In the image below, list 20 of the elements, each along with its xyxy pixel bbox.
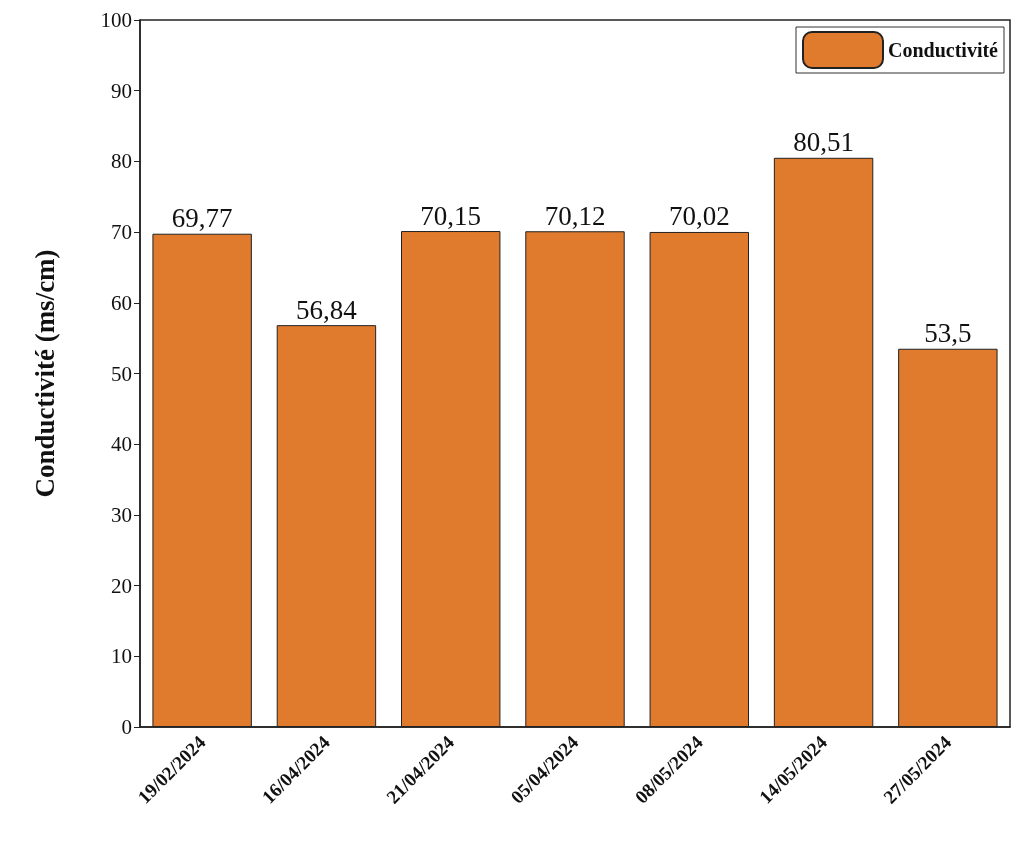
y-tick-label: 70 (111, 220, 132, 245)
y-tick-label: 50 (111, 361, 132, 386)
y-axis-title: Conductivité (ms/cm) (29, 249, 60, 498)
y-tick-label: 20 (111, 573, 132, 598)
legend-label: Conductivité (888, 39, 999, 61)
y-tick-label: 30 (111, 502, 132, 527)
data-label: 80,51 (793, 127, 854, 158)
y-tick-label: 90 (111, 78, 132, 103)
data-label: 69,77 (171, 203, 233, 234)
y-tick-label: 100 (100, 8, 132, 32)
data-label: 70,12 (544, 200, 606, 231)
y-tick-label: 60 (111, 290, 132, 315)
y-tick-label: 10 (111, 644, 132, 669)
y-tick-label: 80 (111, 149, 132, 174)
data-label: 70,02 (668, 201, 730, 232)
data-label: 53,5 (924, 318, 972, 349)
data-label: 56,84 (296, 294, 358, 325)
data-label: 70,15 (420, 200, 482, 231)
y-tick-label: 40 (111, 432, 132, 457)
y-tick-label: 0 (121, 715, 132, 739)
